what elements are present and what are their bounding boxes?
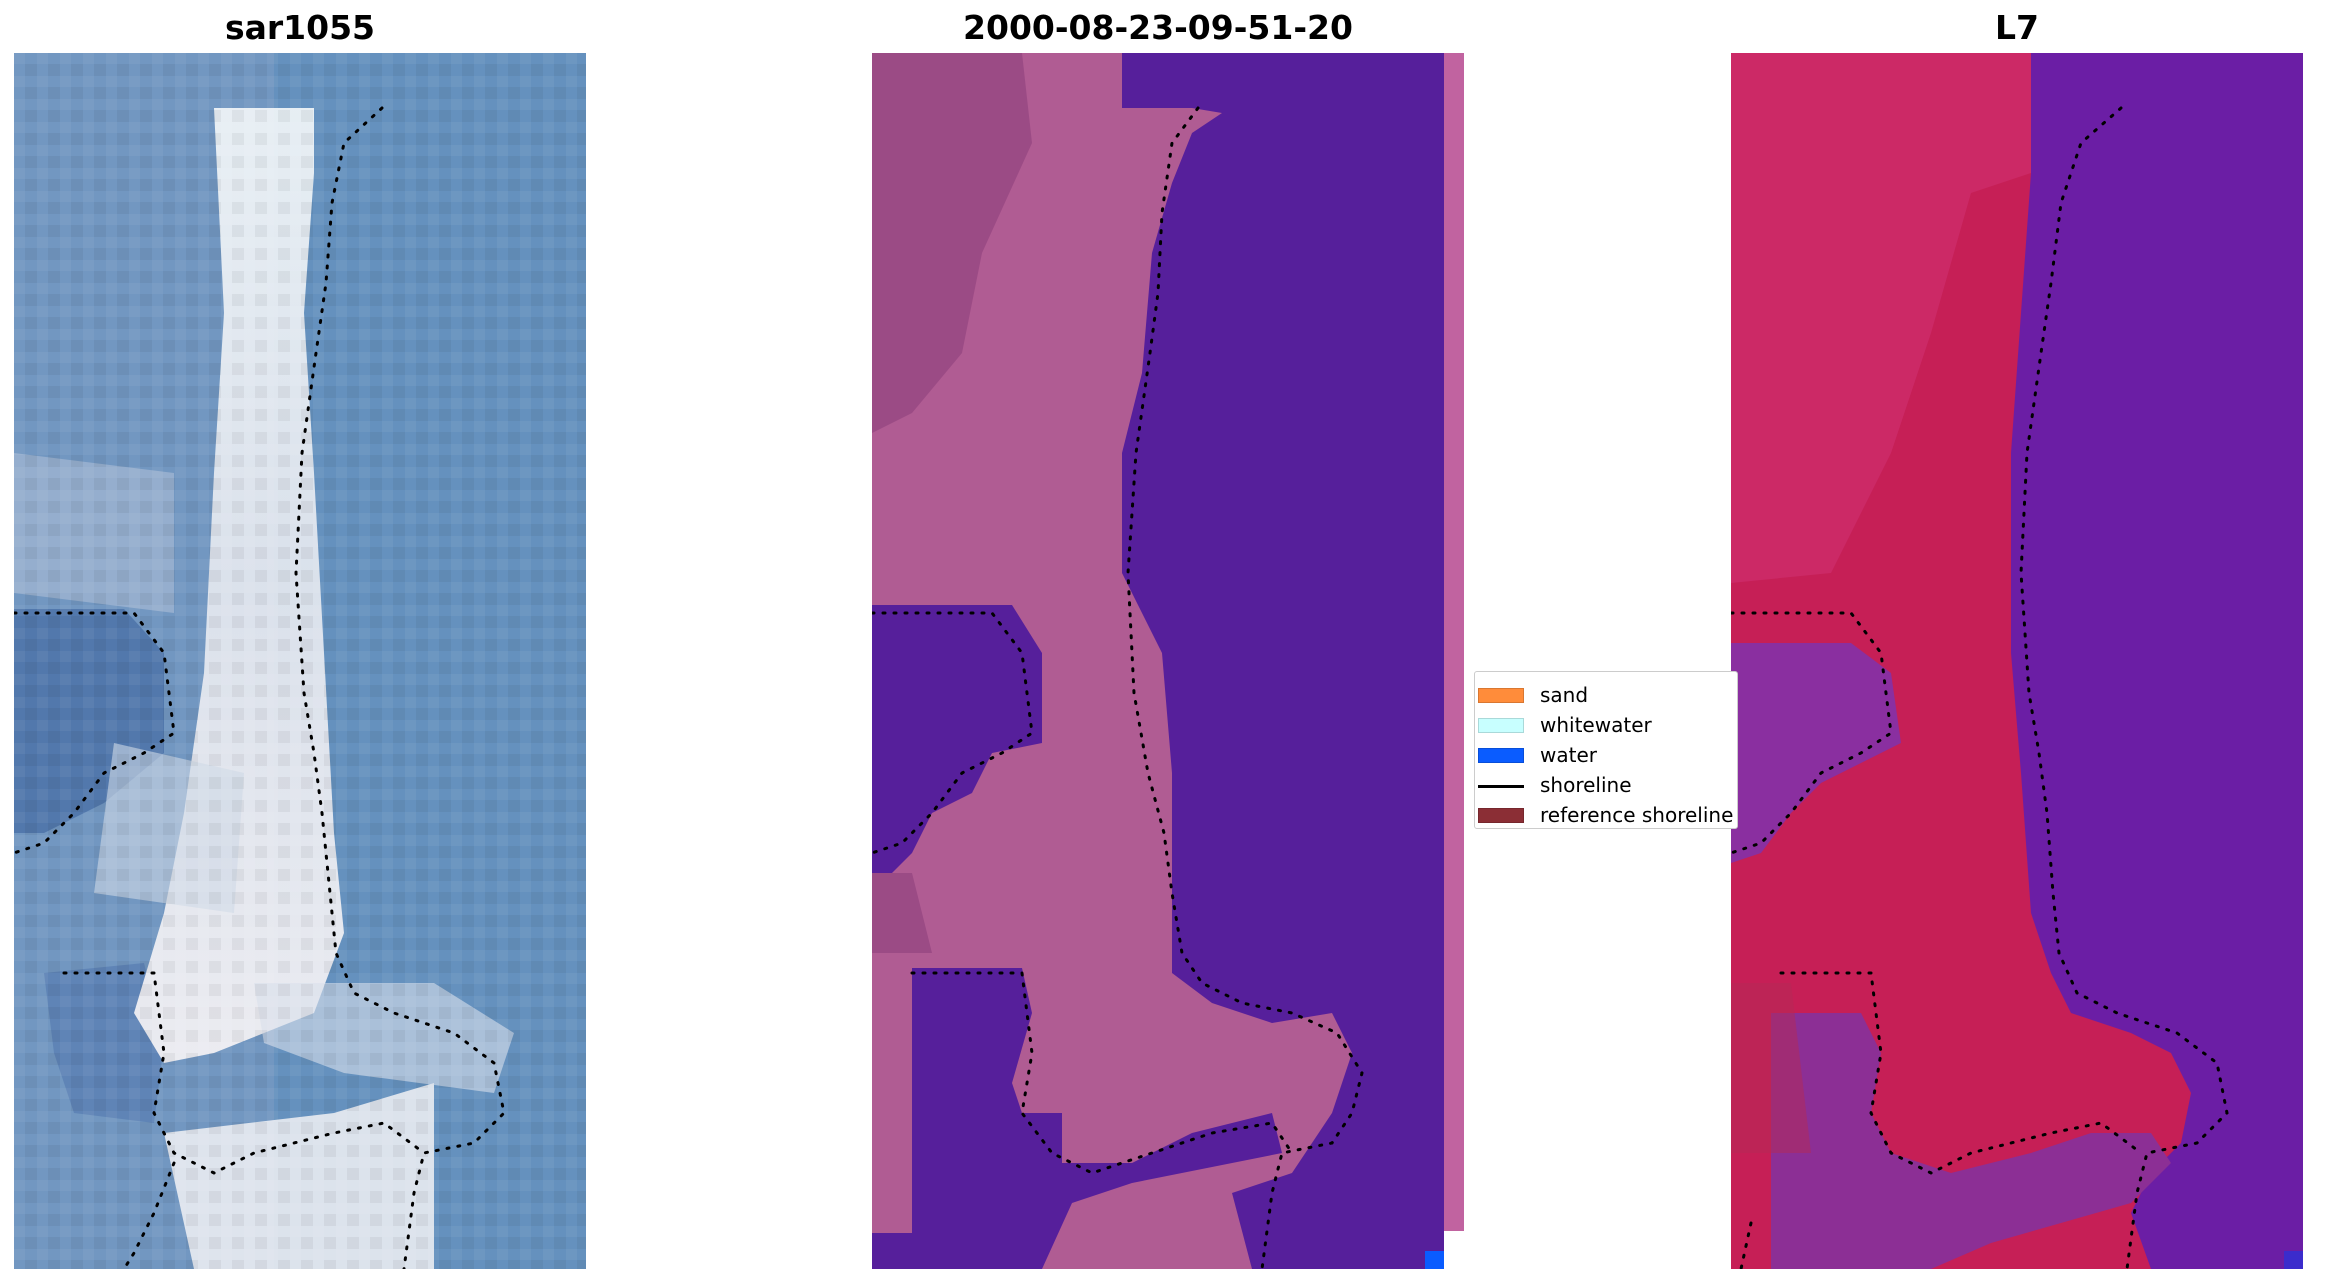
classified-image bbox=[872, 53, 1464, 1269]
legend-swatch-reference-shoreline bbox=[1478, 808, 1524, 823]
panel-title-classified: 2000-08-23-09-51-20 bbox=[963, 8, 1353, 47]
panel-title-rgb: sar1055 bbox=[224, 8, 376, 47]
legend-swatch-whitewater bbox=[1478, 718, 1524, 733]
legend-swatch-water bbox=[1478, 748, 1524, 763]
index-image-panel bbox=[1731, 53, 2323, 1269]
legend-label: water bbox=[1540, 743, 1597, 767]
legend-line-shoreline bbox=[1478, 785, 1524, 788]
legend: sand whitewater water shoreline reference sh… bbox=[1474, 671, 1738, 829]
panel-title-ndwi: L7 bbox=[1995, 8, 2039, 47]
legend-swatch-sand bbox=[1478, 688, 1524, 703]
index-image bbox=[1731, 53, 2323, 1269]
legend-label: sand bbox=[1540, 683, 1589, 707]
legend-label: reference shoreline bbox=[1540, 803, 1734, 827]
legend-label: whitewater bbox=[1540, 713, 1652, 737]
classified-image-panel bbox=[872, 53, 1464, 1269]
rgb-image bbox=[14, 53, 586, 1269]
rgb-image-panel bbox=[14, 53, 586, 1269]
legend-label: shoreline bbox=[1540, 773, 1632, 797]
